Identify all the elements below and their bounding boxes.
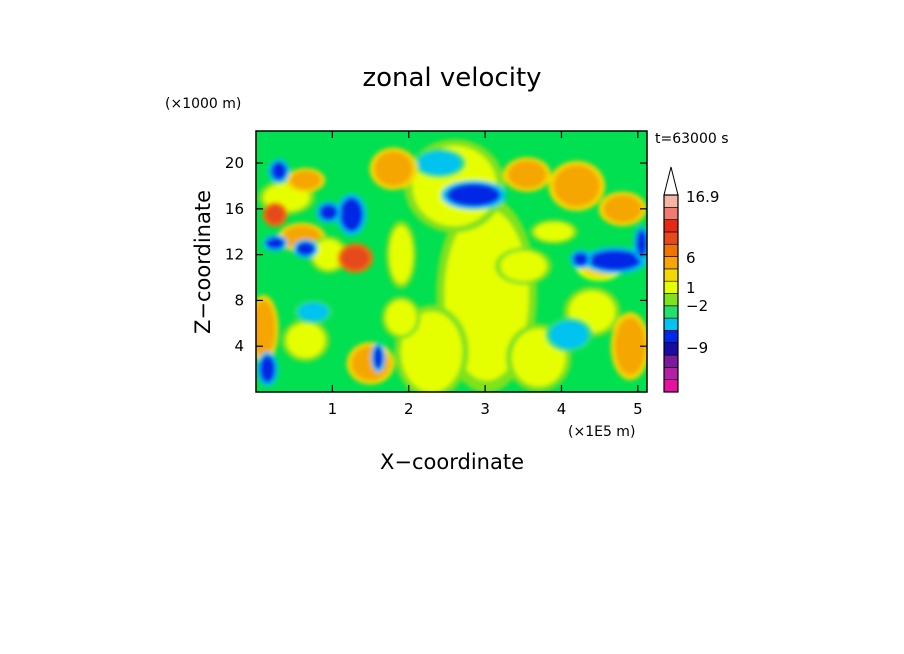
colorbar (663, 166, 679, 393)
colorbar-labels: 16.9 6 1−2 −9 (686, 188, 719, 357)
contour-region-28 (389, 226, 413, 284)
x-tick-label: 1 (328, 400, 338, 418)
colorbar-level (663, 194, 679, 208)
colorbar-level (663, 243, 679, 257)
colorbar-level (663, 342, 679, 356)
y-tick-label: 8 (234, 291, 244, 309)
colorbar-level (663, 379, 679, 393)
x-axis-ticks: 1 2 3 4 5 (328, 131, 643, 418)
contour-region-10 (572, 252, 589, 267)
y-tick-label: 4 (234, 337, 244, 355)
colorbar-level (663, 256, 679, 270)
colorbar-level (663, 219, 679, 233)
y-tick-label: 16 (225, 200, 244, 218)
y-tick-label: 12 (225, 246, 244, 264)
contour-region-7 (417, 151, 461, 175)
colorbar-level (663, 280, 679, 294)
contour-region-27 (373, 346, 383, 370)
colorbar-label: 1 (686, 279, 696, 297)
plot-frame (255, 130, 648, 393)
contour-region-2 (401, 311, 463, 392)
contour-region-15 (313, 239, 344, 270)
colorbar-extension-arrow (663, 166, 679, 196)
contour-region-33 (614, 317, 646, 375)
time-label: t=63000 s (655, 131, 729, 147)
colorbar-level (663, 367, 679, 380)
x-tick-label: 3 (480, 400, 490, 418)
colorbar-level (663, 330, 679, 344)
contour-region-23 (259, 355, 276, 383)
contour-region-35 (534, 222, 573, 241)
contour-region-9 (588, 250, 642, 271)
contour-region-12 (290, 171, 321, 190)
contour-region-37 (636, 229, 647, 257)
contour-region-13 (265, 205, 285, 224)
contour-region-4 (553, 165, 600, 207)
contour-region-21 (296, 242, 315, 256)
contour-region-36 (374, 151, 413, 186)
contour-region-22 (256, 300, 276, 358)
x-tick-label: 5 (633, 400, 643, 418)
contour-region-32 (550, 321, 589, 349)
contour-region-19 (271, 161, 287, 181)
contour-region-25 (298, 302, 329, 322)
colorbar-frame (663, 194, 679, 393)
x-tick-label: 2 (404, 400, 414, 418)
field-contours (256, 139, 647, 392)
colorbar-level (663, 207, 679, 220)
y-axis-ticks: 4 8 12 16 20 (225, 154, 647, 355)
x-tick-label: 4 (557, 400, 567, 418)
contour-region-30 (500, 251, 547, 281)
contour-region-34 (603, 195, 642, 223)
colorbar-level (663, 268, 679, 282)
contour-region-29 (385, 300, 417, 335)
contour-region-16 (341, 246, 370, 270)
chart-title: zonal velocity (362, 63, 541, 93)
contour-region-20 (265, 237, 285, 249)
colorbar-label: 16.9 (686, 188, 719, 206)
colorbar-level (663, 317, 679, 331)
contour-region-24 (286, 323, 325, 358)
y-units-label: (×1000 m) (165, 96, 241, 112)
colorbar-level (663, 293, 679, 307)
colorbar-label: 6 (686, 249, 696, 267)
plot-area (256, 131, 647, 392)
colorbar-label: −9 (686, 339, 708, 357)
y-axis-title: Z−coordinate (191, 190, 215, 334)
contour-region-17 (340, 197, 363, 232)
contour-region-5 (508, 160, 547, 189)
colorbar-level (663, 305, 679, 319)
colorbar-level (663, 354, 679, 368)
contour-region-8 (446, 183, 501, 207)
colorbar-label: −2 (686, 297, 708, 315)
contour-region-18 (319, 204, 338, 221)
x-axis-title: X−coordinate (380, 450, 524, 474)
y-tick-label: 20 (225, 154, 244, 172)
x-units-label: (×1E5 m) (568, 424, 635, 440)
colorbar-level (663, 231, 679, 245)
